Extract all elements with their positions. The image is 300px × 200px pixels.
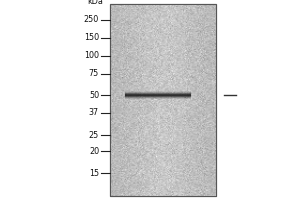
Text: 25: 25 [89,131,99,140]
Text: 20: 20 [89,146,99,156]
Text: 250: 250 [84,16,99,24]
Text: 50: 50 [89,90,99,99]
Bar [110,4,216,196]
Text: 37: 37 [89,108,99,117]
Text: 75: 75 [89,70,99,78]
Text: 150: 150 [84,33,99,43]
Text: 15: 15 [89,168,99,178]
Text: kDa: kDa [88,0,103,6]
Text: 100: 100 [84,51,99,60]
Bar [110,4,216,196]
